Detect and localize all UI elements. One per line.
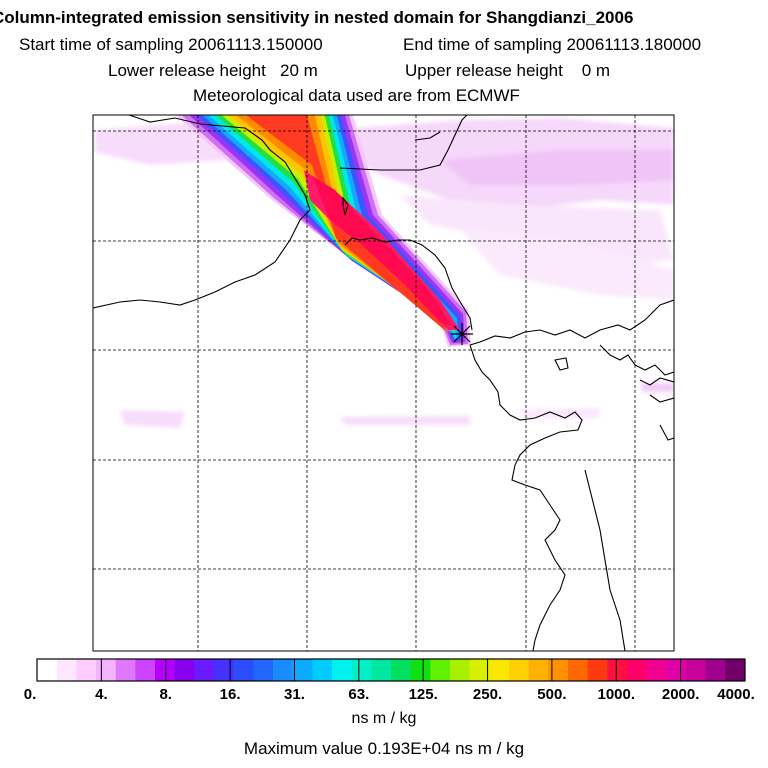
colorbar-swatch bbox=[312, 659, 333, 681]
colorbar-swatch bbox=[646, 659, 667, 681]
colorbar-swatch bbox=[627, 659, 648, 681]
colorbar-swatch bbox=[371, 659, 392, 681]
colorbar-tick-label: 63. bbox=[348, 686, 370, 703]
colorbar-tick-label: 2000. bbox=[661, 686, 700, 703]
colorbar-swatch bbox=[273, 659, 294, 681]
colorbar-swatch bbox=[96, 659, 117, 681]
lower-release-height: Lower release height 20 m bbox=[108, 61, 318, 80]
colorbar-swatch bbox=[430, 659, 451, 681]
sampling-end-time: End time of sampling 20061113.180000 bbox=[403, 35, 702, 54]
colorbar-swatch bbox=[76, 659, 97, 681]
colorbar-swatch bbox=[450, 659, 471, 681]
colorbar-swatch bbox=[174, 659, 195, 681]
colorbar-swatch bbox=[410, 659, 431, 681]
colorbar-tick-label: 16. bbox=[219, 686, 241, 703]
colorbar-swatch bbox=[548, 659, 569, 681]
colorbar-swatch bbox=[214, 659, 235, 681]
colorbar-swatch bbox=[568, 659, 589, 681]
colorbar-swatch bbox=[725, 659, 746, 681]
sampling-start-time: Start time of sampling 20061113.150000 bbox=[19, 35, 323, 54]
colorbar-swatch bbox=[37, 659, 58, 681]
map-border bbox=[92, 114, 675, 652]
colorbar-tick-label: 0. bbox=[23, 686, 37, 703]
colorbar-swatch bbox=[509, 659, 530, 681]
colorbar-swatch bbox=[686, 659, 707, 681]
colorbar-swatch bbox=[705, 659, 726, 681]
colorbar-swatch bbox=[528, 659, 549, 681]
receptor-marker bbox=[451, 323, 473, 345]
colorbar-tick-label: 4. bbox=[95, 686, 108, 703]
colorbar-swatch bbox=[351, 659, 372, 681]
colorbar-swatch bbox=[391, 659, 412, 681]
colorbar-swatch bbox=[233, 659, 254, 681]
colorbar-swatch bbox=[155, 659, 176, 681]
colorbar-tick-label: 31. bbox=[284, 686, 305, 703]
colorbar-swatch bbox=[56, 659, 77, 681]
colorbar-swatch bbox=[489, 659, 510, 681]
colorbar-tick-label: 8. bbox=[159, 686, 172, 703]
colorbar-swatch bbox=[135, 659, 156, 681]
sensitivity-plume bbox=[175, 115, 471, 347]
upper-release-height: Upper release height 0 m bbox=[405, 61, 611, 80]
maximum-value: Maximum value 0.193E+04 ns m / kg bbox=[243, 739, 525, 758]
colorbar-units: ns m / kg bbox=[351, 710, 417, 727]
colorbar-swatch bbox=[469, 659, 490, 681]
map-content bbox=[93, 115, 674, 651]
met-data-source: Meteorological data used are from ECMWF bbox=[193, 86, 520, 105]
colorbar-swatch bbox=[253, 659, 274, 681]
colorbar-tick-label: 1000. bbox=[597, 686, 636, 703]
colorbar-swatch bbox=[587, 659, 608, 681]
lat-lon-grid bbox=[93, 115, 674, 651]
colorbar-swatch bbox=[194, 659, 215, 681]
colorbar-swatch bbox=[607, 659, 628, 681]
color-scale-bar bbox=[36, 658, 746, 682]
colorbar-swatch bbox=[666, 659, 687, 681]
colorbar-tick-label: 125. bbox=[408, 686, 438, 703]
colorbar-swatch bbox=[292, 659, 313, 681]
colorbar-tick-label: 500. bbox=[537, 686, 567, 703]
colorbar-border bbox=[36, 658, 746, 682]
colorbar-tick-label: 250. bbox=[472, 686, 503, 703]
map-title: Column-integrated emission sensitivity i… bbox=[0, 8, 634, 27]
colorbar-swatch bbox=[115, 659, 136, 681]
colorbar-swatch bbox=[332, 659, 353, 681]
colorbar-tick-label: 4000. bbox=[717, 686, 755, 703]
